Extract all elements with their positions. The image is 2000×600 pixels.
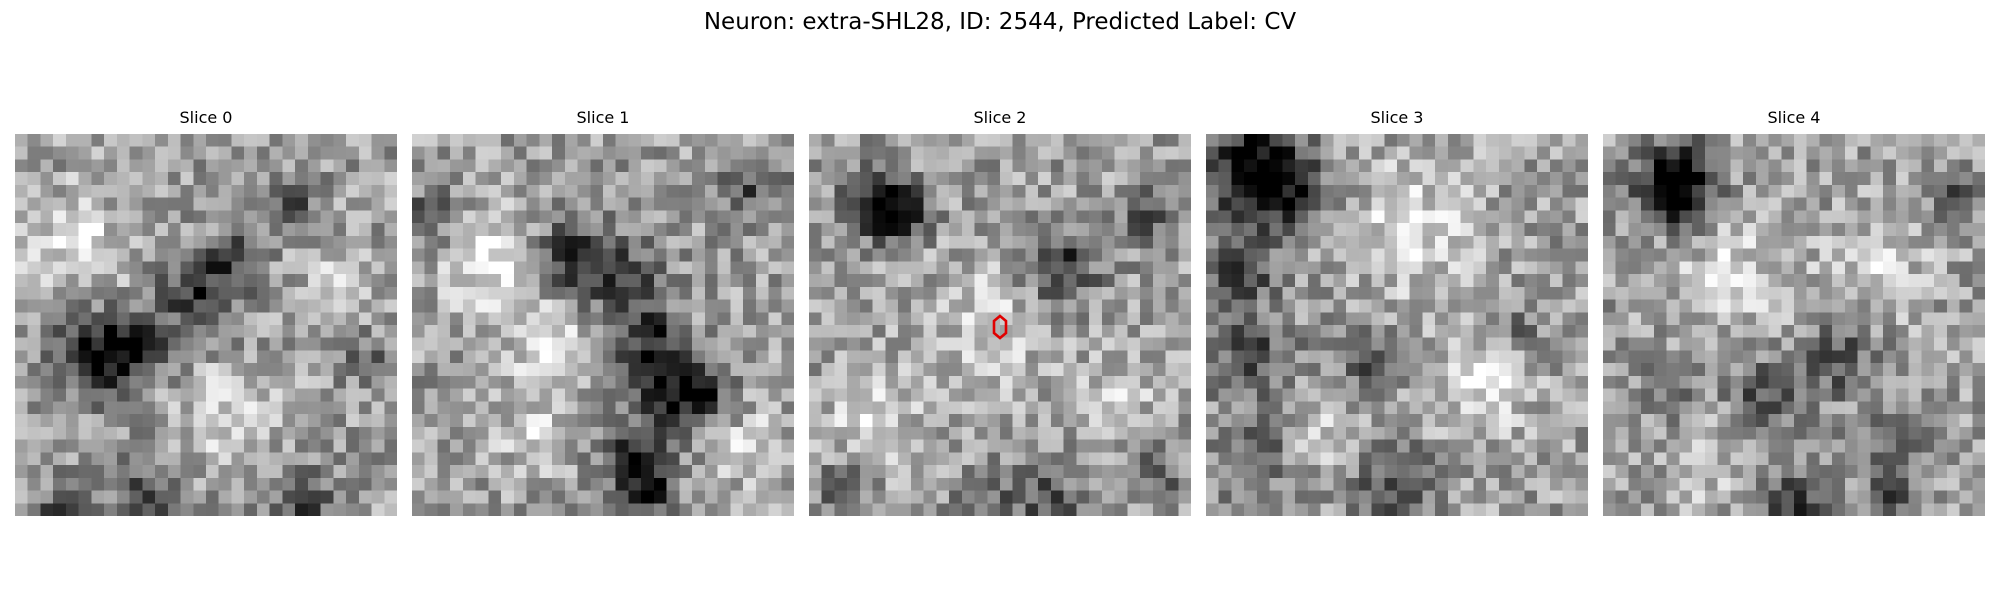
slice-title-0: Slice 0: [179, 108, 233, 127]
slice-image-0: [15, 134, 397, 516]
slice-panel-2: Slice 2: [809, 108, 1191, 516]
slice-title-1: Slice 1: [576, 108, 630, 127]
figure-title: Neuron: extra-SHL28, ID: 2544, Predicted…: [703, 9, 1297, 35]
slice-panel-4: Slice 4: [1603, 108, 1985, 516]
slice-image-4: [1603, 134, 1985, 516]
slice-panel-1: Slice 1: [412, 108, 794, 516]
slice-panel-0: Slice 0: [15, 108, 397, 516]
slice-title-4: Slice 4: [1767, 108, 1821, 127]
slice-image-1: [412, 134, 794, 516]
slice-image-3: [1206, 134, 1588, 516]
slice-image-2: [809, 134, 1191, 516]
slice-panel-3: Slice 3: [1206, 108, 1588, 516]
slice-title-2: Slice 2: [973, 108, 1027, 127]
slice-title-3: Slice 3: [1370, 108, 1424, 127]
